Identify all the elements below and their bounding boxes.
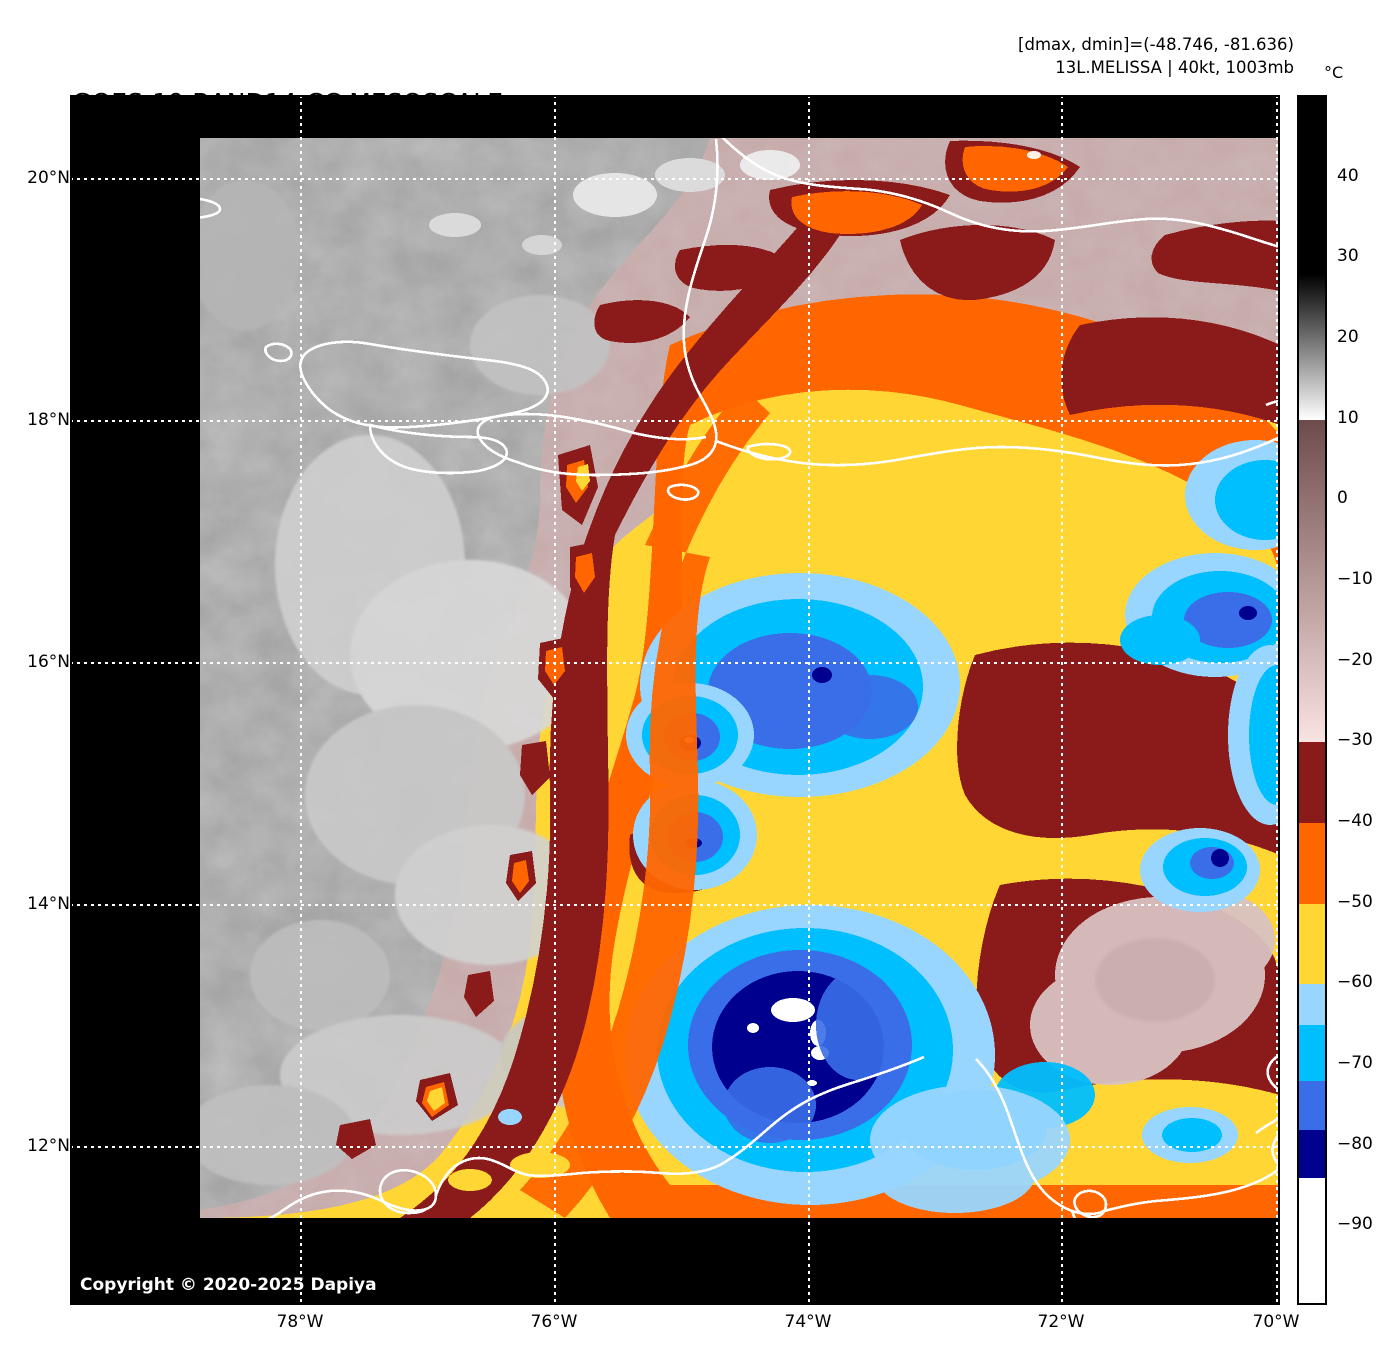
xtick-label: 74°W bbox=[784, 1312, 832, 1332]
colorbar-tick-label: −80 bbox=[1337, 1133, 1373, 1154]
storm-info-label: 13L.MELISSA | 40kt, 1003mb bbox=[1055, 58, 1294, 78]
colorbar[interactable] bbox=[1297, 95, 1327, 1305]
header-metadata: [dmax, dmin]=(-48.746, -81.636) 13L.MELI… bbox=[1018, 33, 1294, 80]
ytick-label: 16°N bbox=[27, 652, 70, 672]
colorbar-segment bbox=[1299, 1024, 1325, 1082]
colorbar-tick-label: 30 bbox=[1337, 246, 1359, 267]
colorbar-tick-label: 10 bbox=[1337, 407, 1359, 428]
xtick-label: 70°W bbox=[1252, 1312, 1300, 1332]
ytick-label: 18°N bbox=[27, 410, 70, 430]
colorbar-segment bbox=[1299, 1129, 1325, 1178]
satellite-raster[interactable] bbox=[70, 95, 1280, 1305]
colorbar-unit-label: °C bbox=[1324, 63, 1344, 82]
colorbar-tick-label: 0 bbox=[1337, 488, 1348, 509]
copyright-label: Copyright © 2020-2025 Dapiya bbox=[80, 1275, 377, 1295]
dminmax-label: [dmax, dmin]=(-48.746, -81.636) bbox=[1018, 35, 1294, 54]
colorbar-tick-label: 40 bbox=[1337, 165, 1359, 186]
colorbar-tick-label: −60 bbox=[1337, 972, 1373, 993]
colorbar-tick-label: −40 bbox=[1337, 811, 1373, 831]
xtick-label: 76°W bbox=[530, 1312, 578, 1332]
scan-sector bbox=[200, 138, 1280, 1218]
deep-convective-core bbox=[625, 905, 995, 1205]
colorbar-segment bbox=[1299, 742, 1325, 823]
colorbar-tick-label: −50 bbox=[1337, 891, 1373, 912]
colorbar-tick-label: −70 bbox=[1337, 1053, 1373, 1073]
colorbar-tick-label: −20 bbox=[1337, 649, 1373, 670]
convective-cluster-east-upper bbox=[1185, 440, 1280, 550]
colorbar-tick-label: 20 bbox=[1337, 327, 1359, 347]
colorbar-segment bbox=[1299, 1177, 1325, 1303]
convective-cluster-east bbox=[1120, 553, 1280, 677]
ytick-label: 12°N bbox=[27, 1136, 70, 1156]
colorbar-tick-label: −90 bbox=[1337, 1214, 1373, 1235]
colorbar-tick-label: −10 bbox=[1337, 569, 1373, 589]
ytick-label: 14°N bbox=[27, 894, 70, 914]
convective-cluster-southeast bbox=[1140, 828, 1260, 912]
colorbar-segment bbox=[1299, 97, 1325, 275]
xtick-label: 72°W bbox=[1037, 1312, 1085, 1332]
colorbar-tick-label: −30 bbox=[1337, 730, 1373, 751]
convective-cluster-ne-strip bbox=[1228, 645, 1280, 825]
colorbar-gradient bbox=[1299, 97, 1325, 1303]
colorbar-segment bbox=[1299, 419, 1325, 743]
ytick-label: 20°N bbox=[27, 168, 70, 188]
colorbar-segment bbox=[1299, 823, 1325, 904]
colorbar-segment bbox=[1299, 903, 1325, 985]
colorbar-segment bbox=[1299, 274, 1325, 420]
colorbar-segment bbox=[1299, 984, 1325, 1025]
convective-cluster-se-small bbox=[1142, 1107, 1238, 1163]
colorbar-segment bbox=[1299, 1081, 1325, 1130]
xtick-label: 78°W bbox=[276, 1312, 324, 1332]
